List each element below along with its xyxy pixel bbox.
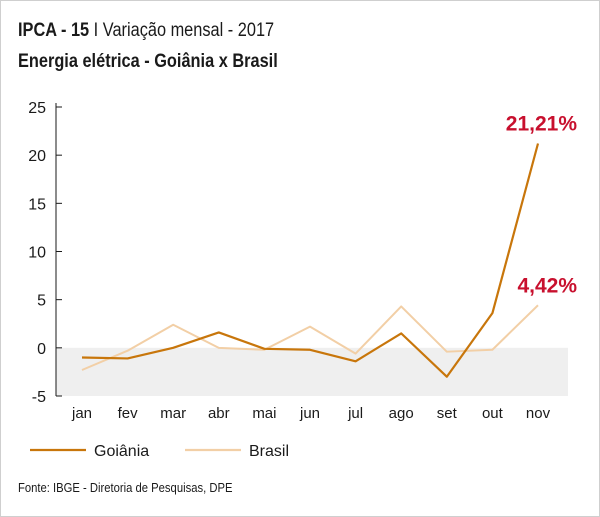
x-tick-label: set <box>437 405 458 422</box>
negative-band <box>56 347 568 396</box>
y-tick-label: 20 <box>28 148 46 165</box>
data-label: 21,21% <box>506 113 578 136</box>
y-tick-label: 15 <box>28 196 46 213</box>
y-tick-label: 0 <box>37 341 46 358</box>
x-tick-label: nov <box>526 405 551 422</box>
title-index-name: IPCA - 15 <box>18 20 90 41</box>
x-tick-label: abr <box>208 405 230 422</box>
source-note: Fonte: IBGE - Diretoria de Pesquisas, DP… <box>18 481 233 495</box>
x-tick-label: jul <box>347 405 363 422</box>
y-tick-label: 25 <box>28 100 46 117</box>
chart-subtitle: Energia elétrica - Goiânia x Brasil <box>18 51 278 72</box>
chart-title: IPCA - 15 I Variação mensal - 2017 <box>18 20 274 42</box>
x-tick-label: ago <box>389 405 414 422</box>
x-tick-label: fev <box>118 405 139 422</box>
y-tick-label: 5 <box>37 293 46 310</box>
x-tick-label: mai <box>252 405 276 422</box>
x-tick-label: jan <box>71 405 92 422</box>
series-line-brasil <box>81 304 539 371</box>
x-tick-label: jun <box>299 405 320 422</box>
x-tick-label: out <box>482 405 504 422</box>
y-tick-label: -5 <box>32 389 46 406</box>
series-line-goiania <box>81 143 540 378</box>
legend-label: Brasil <box>249 443 289 460</box>
data-label: 4,42% <box>517 274 577 297</box>
x-tick-label: mar <box>160 405 186 422</box>
legend-label: Goiânia <box>94 443 149 460</box>
title-period: I Variação mensal - 2017 <box>89 20 275 41</box>
y-tick-label: 10 <box>28 245 46 262</box>
